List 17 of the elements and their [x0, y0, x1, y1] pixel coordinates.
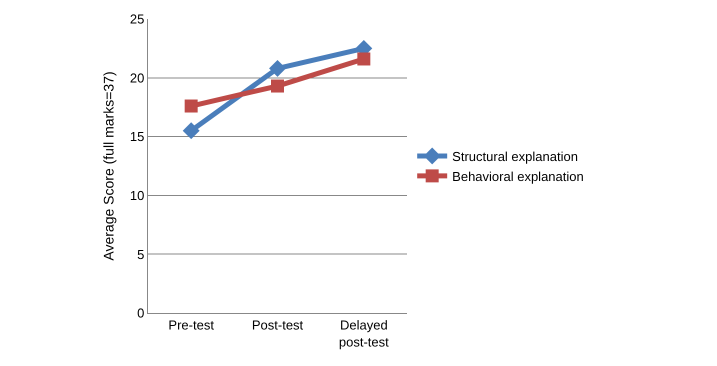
y-tick-label: 20: [130, 70, 144, 86]
x-tick-label: Delayed post-test: [338, 318, 390, 350]
point: [182, 122, 200, 140]
y-tick-label: 5: [137, 246, 144, 262]
y-tick-label: 25: [130, 12, 144, 27]
y-tick-label: 0: [137, 306, 144, 321]
point: [271, 80, 284, 93]
y-tick-label: 10: [130, 188, 144, 203]
y-tick-label: 15: [130, 129, 144, 144]
point: [269, 60, 286, 77]
legend-label: Structural explanation: [452, 149, 578, 164]
point: [184, 100, 198, 113]
x-tick-label: Pre-test: [168, 318, 214, 333]
x-tick-label: Post-test: [252, 318, 304, 333]
point: [357, 52, 370, 66]
legend-label: Behavioral explanation: [452, 168, 584, 184]
y-axis-title: Average Score (full marks=37): [100, 71, 117, 261]
